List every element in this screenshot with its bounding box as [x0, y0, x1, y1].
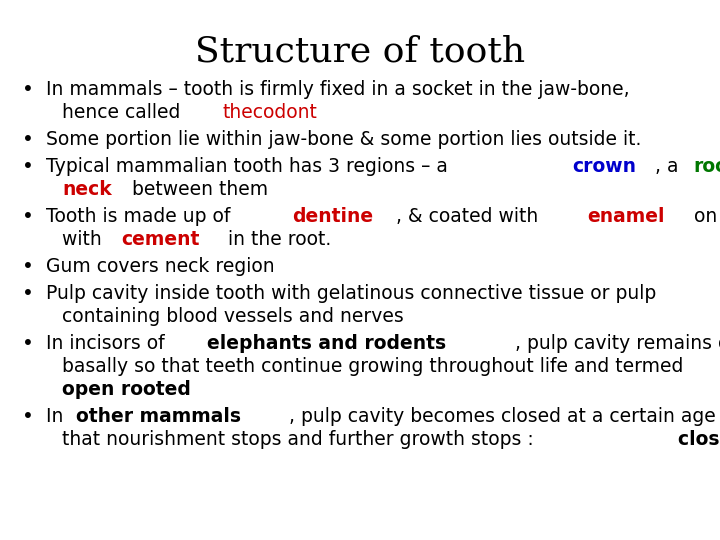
Text: elephants and rodents: elephants and rodents [207, 334, 446, 353]
Text: •: • [22, 80, 34, 99]
Text: In mammals – tooth is firmly fixed in a socket in the jaw-bone,: In mammals – tooth is firmly fixed in a … [46, 80, 629, 99]
Text: cement: cement [121, 230, 199, 249]
Text: Some portion lie within jaw-bone & some portion lies outside it.: Some portion lie within jaw-bone & some … [46, 130, 642, 149]
Text: between them: between them [126, 180, 269, 199]
Text: •: • [22, 407, 34, 426]
Text: Tooth is made up of: Tooth is made up of [46, 207, 236, 226]
Text: Typical mammalian tooth has 3 regions – a: Typical mammalian tooth has 3 regions – … [46, 157, 454, 176]
Text: open rooted: open rooted [62, 380, 191, 399]
Text: on the crown &: on the crown & [688, 207, 720, 226]
Text: , pulp cavity remains open: , pulp cavity remains open [516, 334, 720, 353]
Text: other mammals: other mammals [76, 407, 241, 426]
Text: containing blood vessels and nerves: containing blood vessels and nerves [62, 307, 404, 326]
Text: In: In [46, 407, 69, 426]
Text: close- rooted: close- rooted [678, 430, 720, 449]
Text: , a: , a [655, 157, 685, 176]
Text: •: • [22, 157, 34, 176]
Text: In incisors of: In incisors of [46, 334, 171, 353]
Text: dentine: dentine [292, 207, 373, 226]
Text: •: • [22, 257, 34, 276]
Text: •: • [22, 130, 34, 149]
Text: that nourishment stops and further growth stops :: that nourishment stops and further growt… [62, 430, 540, 449]
Text: Gum covers neck region: Gum covers neck region [46, 257, 274, 276]
Text: crown: crown [572, 157, 636, 176]
Text: root: root [693, 157, 720, 176]
Text: •: • [22, 284, 34, 303]
Text: in the root.: in the root. [222, 230, 331, 249]
Text: , pulp cavity becomes closed at a certain age so: , pulp cavity becomes closed at a certai… [289, 407, 720, 426]
Text: Structure of tooth: Structure of tooth [195, 35, 525, 69]
Text: enamel: enamel [588, 207, 665, 226]
Text: neck: neck [62, 180, 112, 199]
Text: with: with [62, 230, 108, 249]
Text: hence called: hence called [62, 103, 186, 122]
Text: Pulp cavity inside tooth with gelatinous connective tissue or pulp: Pulp cavity inside tooth with gelatinous… [46, 284, 656, 303]
Text: basally so that teeth continue growing throughout life and termed: basally so that teeth continue growing t… [62, 357, 683, 376]
Text: thecodont: thecodont [222, 103, 318, 122]
Text: •: • [22, 334, 34, 353]
Text: •: • [22, 207, 34, 226]
Text: , & coated with: , & coated with [396, 207, 544, 226]
